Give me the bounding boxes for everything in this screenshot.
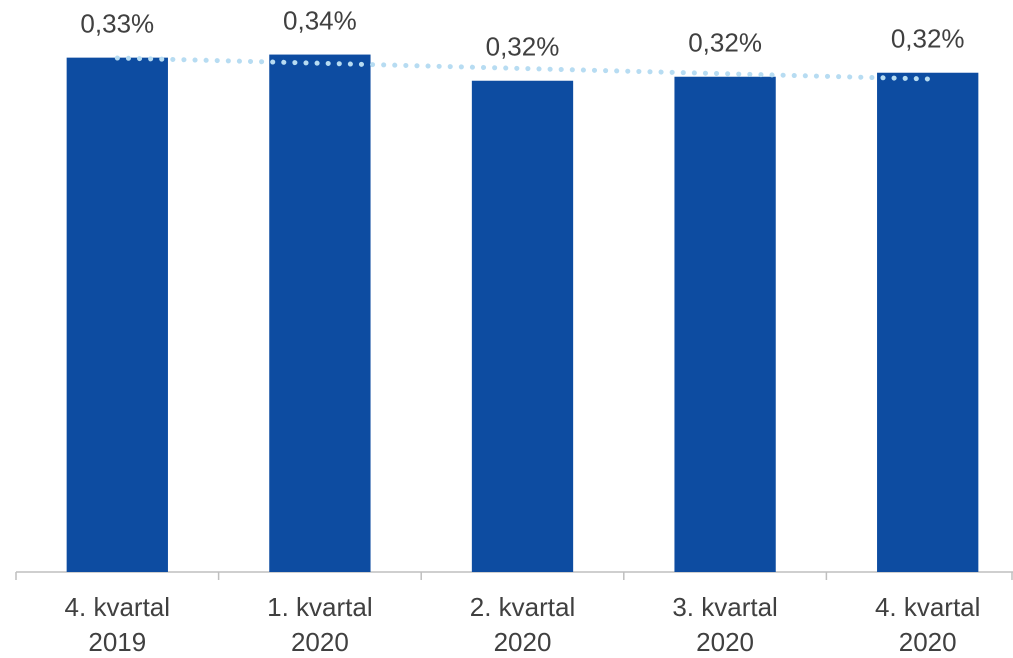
x-tick-label: 4. kvartal [65,592,171,622]
x-tick-label: 2020 [696,627,754,657]
data-label: 0,32% [891,24,965,54]
x-tick-label: 3. kvartal [672,592,778,622]
x-tick-label: 2019 [88,627,146,657]
bar [877,72,979,573]
data-label: 0,34% [283,5,357,35]
x-tick-label: 2020 [494,627,552,657]
data-label: 0,32% [486,32,560,62]
bar [471,80,574,573]
x-tick-label: 4. kvartal [875,592,981,622]
x-tick-label: 2020 [899,627,957,657]
bar [66,57,168,572]
x-tick-label: 2. kvartal [470,592,576,622]
bar [674,76,776,573]
data-label: 0,32% [688,28,762,58]
bar [269,54,371,573]
x-tick-label: 2020 [291,627,349,657]
data-label: 0,33% [80,9,154,39]
trendline [114,55,931,82]
x-tick-label: 1. kvartal [267,592,373,622]
